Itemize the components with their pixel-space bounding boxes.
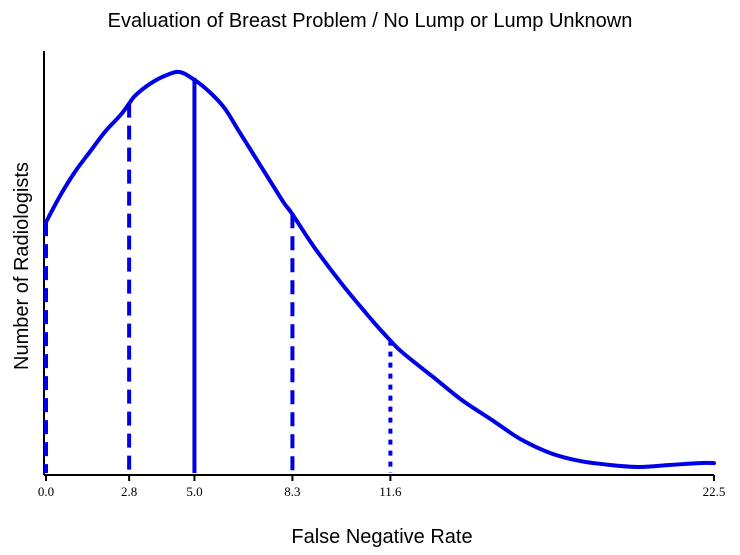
x-ticks: 0.0 2.8 5.0 8.3 11.6 22.5 [38,475,726,499]
reference-lines [44,77,393,473]
x-tick-label: 8.3 [284,484,300,499]
x-tick-label: 22.5 [703,484,726,499]
series-line-0 [44,69,716,469]
chart-title: Evaluation of Breast Problem / No Lump o… [108,10,633,32]
x-tick-label: 0.0 [38,484,54,499]
x-axis-label: False Negative Rate [291,526,472,548]
series-group [44,69,716,469]
x-tick-label: 11.6 [379,484,402,499]
x-tick-label: 2.8 [121,484,137,499]
x-tick-label: 5.0 [186,484,202,499]
y-axis-label: Number of Radiologists [11,162,33,370]
